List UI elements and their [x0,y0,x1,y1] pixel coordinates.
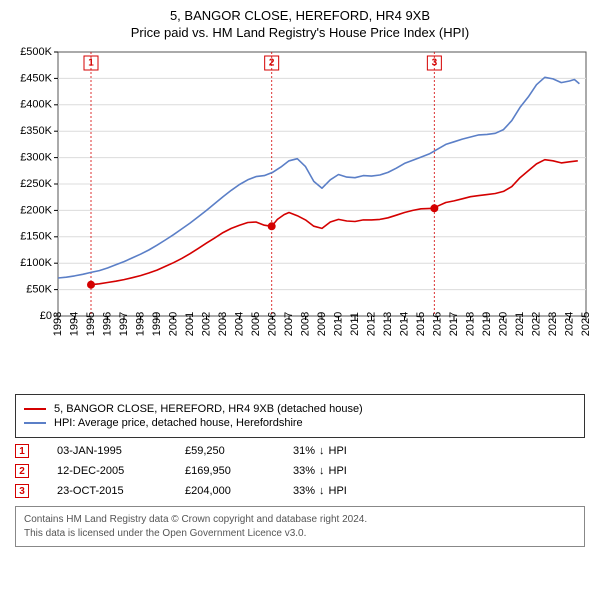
svg-text:2020: 2020 [497,312,509,336]
svg-text:£0: £0 [40,310,52,322]
svg-text:2: 2 [269,58,275,69]
svg-text:2017: 2017 [448,312,460,336]
legend-item: 5, BANGOR CLOSE, HEREFORD, HR4 9XB (deta… [24,403,576,415]
svg-text:2014: 2014 [398,312,410,336]
sale-date: 23-OCT-2015 [57,485,157,497]
sales-table: 1 03-JAN-1995 £59,250 31%↓HPI 2 12-DEC-2005 £1… [15,444,585,498]
svg-text:1993: 1993 [52,312,64,336]
svg-text:1997: 1997 [118,312,130,336]
svg-text:£300K: £300K [20,152,52,164]
footer-line1: Contains HM Land Registry data © Crown c… [24,513,576,527]
legend-swatch [24,422,46,424]
legend-label: HPI: Average price, detached house, Here… [54,417,303,429]
svg-text:£350K: £350K [20,125,52,137]
svg-text:2011: 2011 [349,312,361,336]
svg-text:2024: 2024 [563,312,575,336]
chart-container: 5, BANGOR CLOSE, HEREFORD, HR4 9XB Price… [0,0,600,557]
svg-text:2006: 2006 [266,312,278,336]
svg-text:2021: 2021 [514,312,526,336]
arrow-down-icon: ↓ [319,465,325,477]
sale-row: 2 12-DEC-2005 £169,950 33%↓HPI [15,464,585,478]
svg-text:2012: 2012 [365,312,377,336]
footer-line2: This data is licensed under the Open Gov… [24,527,576,541]
svg-text:2001: 2001 [184,312,196,336]
svg-text:1994: 1994 [68,312,80,336]
svg-text:2007: 2007 [283,312,295,336]
svg-text:3: 3 [432,58,438,69]
legend-label: 5, BANGOR CLOSE, HEREFORD, HR4 9XB (deta… [54,403,363,415]
svg-text:2009: 2009 [316,312,328,336]
sale-hpi-delta: 31%↓HPI [293,445,383,457]
svg-text:2018: 2018 [464,312,476,336]
svg-text:£400K: £400K [20,99,52,111]
svg-text:2002: 2002 [200,312,212,336]
svg-text:2005: 2005 [250,312,262,336]
sale-marker-number: 2 [15,464,29,478]
sale-price: £204,000 [185,485,265,497]
sale-row: 3 23-OCT-2015 £204,000 33%↓HPI [15,484,585,498]
svg-text:£250K: £250K [20,178,52,190]
svg-text:2004: 2004 [233,312,245,336]
footer-attribution: Contains HM Land Registry data © Crown c… [15,506,585,547]
svg-text:£200K: £200K [20,204,52,216]
arrow-down-icon: ↓ [319,485,325,497]
svg-text:£500K: £500K [20,46,52,58]
svg-text:£450K: £450K [20,72,52,84]
svg-text:2019: 2019 [481,312,493,336]
chart-area: £0 £50K £100K £150K £200K £250K £300K £350K £400… [10,46,590,376]
sale-marker-number: 1 [15,444,29,458]
svg-text:£150K: £150K [20,231,52,243]
sale-marker-number: 3 [15,484,29,498]
sale-row: 1 03-JAN-1995 £59,250 31%↓HPI [15,444,585,458]
svg-text:1: 1 [88,58,94,69]
svg-text:2022: 2022 [530,312,542,336]
sale-date: 12-DEC-2005 [57,465,157,477]
svg-text:2025: 2025 [580,312,590,336]
svg-text:2015: 2015 [415,312,427,336]
svg-text:2016: 2016 [431,312,443,336]
svg-text:2013: 2013 [382,312,394,336]
svg-text:2023: 2023 [547,312,559,336]
legend: 5, BANGOR CLOSE, HEREFORD, HR4 9XB (deta… [15,394,585,438]
sale-price: £59,250 [185,445,265,457]
sale-price: £169,950 [185,465,265,477]
svg-text:2003: 2003 [217,312,229,336]
svg-text:£100K: £100K [20,257,52,269]
svg-text:2010: 2010 [332,312,344,336]
arrow-down-icon: ↓ [319,445,325,457]
svg-text:1995: 1995 [85,312,97,336]
svg-text:2008: 2008 [299,312,311,336]
legend-item: HPI: Average price, detached house, Here… [24,417,576,429]
svg-text:1998: 1998 [134,312,146,336]
title-address: 5, BANGOR CLOSE, HEREFORD, HR4 9XB [10,8,590,23]
svg-text:£50K: £50K [26,284,52,296]
svg-text:1999: 1999 [151,312,163,336]
sale-date: 03-JAN-1995 [57,445,157,457]
svg-text:1996: 1996 [101,312,113,336]
legend-swatch [24,408,46,410]
chart-svg: £0 £50K £100K £150K £200K £250K £300K £350K £400… [10,46,590,376]
sale-hpi-delta: 33%↓HPI [293,485,383,497]
svg-text:2000: 2000 [167,312,179,336]
title-subtitle: Price paid vs. HM Land Registry's House … [10,25,590,40]
sale-hpi-delta: 33%↓HPI [293,465,383,477]
